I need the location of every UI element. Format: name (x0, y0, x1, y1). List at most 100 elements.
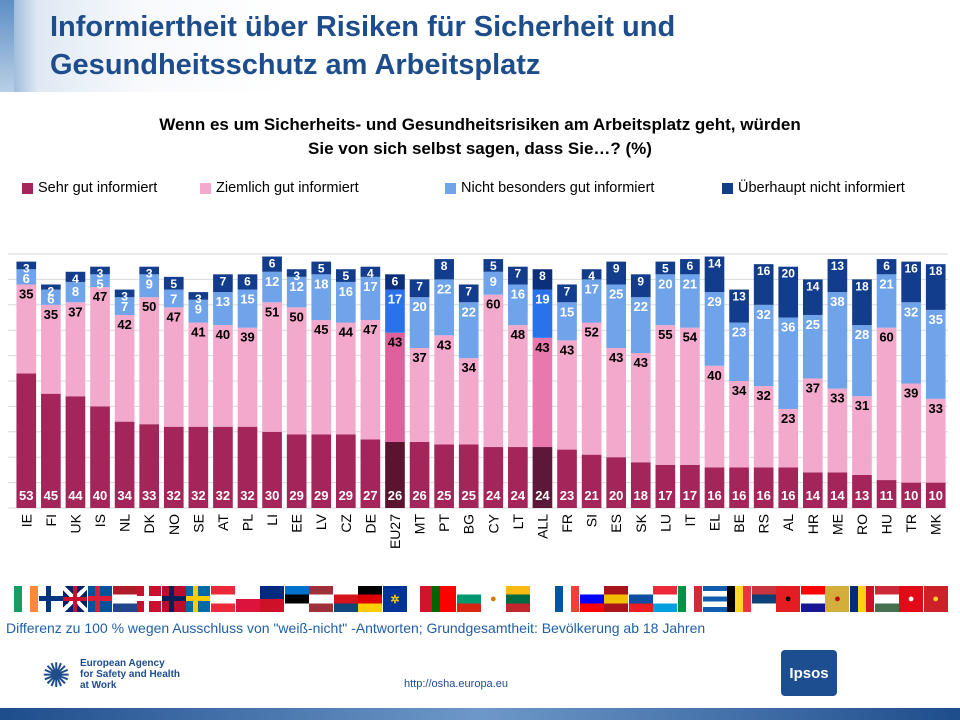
eu-osha-logo-text: European Agency for Safety and Health at… (80, 658, 180, 691)
value-label-seg-nicht-besonders-mk: 35 (928, 312, 942, 327)
value-label-seg-ueberhaupt-nicht-nl: 3 (121, 290, 128, 304)
value-label-seg-sehr-gut-at: 32 (216, 488, 230, 503)
bar-seg-nicht-besonders-sk (630, 297, 651, 354)
bar-seg-sehr-gut-mt (409, 441, 430, 508)
bar-seg-nicht-besonders-uk (65, 281, 86, 303)
bar-seg-ziemlich-gut-si (581, 322, 602, 455)
value-label-seg-sehr-gut-se: 32 (191, 488, 205, 503)
flag-icon-mk: ● (923, 586, 948, 612)
bar-seg-ueberhaupt-nicht-it (680, 259, 700, 275)
bar-seg-sehr-gut-no (163, 426, 184, 508)
value-label-seg-ueberhaupt-nicht-all: 8 (539, 269, 546, 283)
bar-seg-nicht-besonders-ee (286, 276, 307, 308)
category-label-lu: LU (657, 514, 673, 532)
flag-icon-lu (653, 586, 678, 612)
category-label-uk: UK (67, 513, 83, 533)
value-label-seg-nicht-besonders-cy: 9 (490, 274, 497, 289)
bar-seg-ueberhaupt-nicht-uk (65, 271, 86, 282)
bar-seg-nicht-besonders-is (90, 274, 110, 288)
value-label-seg-sehr-gut-dk: 33 (142, 488, 156, 503)
title-bar (0, 0, 960, 92)
value-label-seg-sehr-gut-be: 16 (732, 488, 746, 503)
bar-seg-ueberhaupt-nicht-lv (311, 261, 332, 275)
bar-seg-sehr-gut-me (827, 472, 848, 508)
bar-seg-ziemlich-gut-tr (901, 383, 921, 483)
bar-seg-ueberhaupt-nicht-bg (458, 284, 479, 303)
bar-seg-ziemlich-gut-be (729, 381, 749, 468)
value-label-seg-ziemlich-gut-pl: 39 (240, 330, 254, 345)
bar-seg-sehr-gut-ro (852, 474, 872, 508)
category-label-me: ME (829, 514, 845, 535)
value-label-seg-ueberhaupt-nicht-is: 3 (97, 267, 104, 281)
value-label-seg-nicht-besonders-ie: 6 (23, 271, 30, 286)
bar-seg-ziemlich-gut-cy (483, 294, 504, 448)
bar-seg-ziemlich-gut-el (704, 365, 725, 468)
bar-seg-ziemlich-gut-eu27 (385, 332, 405, 442)
value-label-seg-ziemlich-gut-bg: 34 (461, 360, 476, 375)
bar-seg-sehr-gut-de (360, 439, 381, 508)
category-label-se: SE (190, 514, 206, 533)
value-label-seg-ziemlich-gut-it: 54 (683, 330, 698, 345)
flag-icon-lt (505, 586, 530, 612)
bar-seg-sehr-gut-lu (655, 464, 676, 508)
bar-seg-sehr-gut-hr (802, 472, 823, 508)
value-label-seg-ziemlich-gut-is: 47 (93, 289, 107, 304)
value-label-seg-nicht-besonders-is: 5 (96, 276, 103, 291)
flag-icon-uk (63, 586, 88, 612)
eu-osha-logo: ✺ European Agency for Safety and Health … (42, 654, 182, 700)
value-label-seg-sehr-gut-nl: 34 (117, 488, 132, 503)
bar-seg-ueberhaupt-nicht-tr (901, 261, 921, 303)
title-line-2: Gesundheitsschutz am Arbeitsplatz (50, 49, 541, 81)
bar-seg-ziemlich-gut-es (606, 347, 627, 458)
category-label-lv: LV (313, 513, 329, 530)
value-label-seg-nicht-besonders-it: 21 (683, 276, 697, 291)
question-line-1: Wenn es um Sicherheits- und Gesundheitsr… (159, 115, 801, 134)
value-label-seg-nicht-besonders-hu: 21 (879, 276, 893, 291)
country-flags-row: ✲ ● ● ● ● ● (0, 586, 960, 616)
question-text: Wenn es um Sicherheits- und Gesundheitsr… (40, 113, 920, 161)
category-label-cz: CZ (338, 514, 354, 533)
flag-icon-dk (137, 586, 162, 612)
bar-seg-sehr-gut-el (704, 467, 725, 508)
bar-seg-ueberhaupt-nicht-al (778, 266, 799, 318)
value-label-seg-sehr-gut-me: 14 (830, 488, 845, 503)
value-label-seg-ueberhaupt-nicht-uk: 4 (72, 272, 79, 286)
value-label-seg-nicht-besonders-uk: 8 (72, 284, 79, 299)
flag-icon-hr (800, 586, 825, 612)
osha-url-link[interactable]: http://osha.europa.eu (404, 678, 508, 690)
flag-icon-ie (14, 586, 39, 612)
category-label-no: NO (166, 514, 182, 535)
value-label-seg-sehr-gut-hr: 14 (806, 488, 821, 503)
value-label-seg-sehr-gut-fr: 23 (560, 488, 574, 503)
bar-seg-nicht-besonders-de (360, 276, 381, 321)
bar-seg-nicht-besonders-fr (557, 302, 577, 341)
bar-seg-nicht-besonders-cy (483, 271, 504, 295)
bar-seg-ziemlich-gut-lv (311, 320, 332, 435)
bar-seg-nicht-besonders-no (163, 289, 184, 308)
value-label-seg-ziemlich-gut-ee: 50 (289, 309, 303, 324)
bar-seg-ueberhaupt-nicht-si (581, 269, 602, 280)
value-label-seg-sehr-gut-no: 32 (167, 488, 181, 503)
footnote: Differenz zu 100 % wegen Ausschluss von … (6, 620, 706, 636)
bar-seg-ziemlich-gut-me (827, 388, 848, 473)
value-label-seg-ziemlich-gut-rs: 32 (756, 388, 770, 403)
bar-seg-ziemlich-gut-se (188, 322, 209, 427)
category-label-si: SI (584, 514, 600, 527)
bar-seg-sehr-gut-bg (458, 444, 479, 508)
bar-seg-sehr-gut-lv (311, 434, 332, 508)
flag-icon-sk (628, 586, 653, 612)
bar-seg-sehr-gut-fr (557, 449, 577, 508)
value-label-seg-ziemlich-gut-cy: 60 (486, 297, 500, 312)
bar-seg-ziemlich-gut-is (90, 287, 110, 407)
value-label-seg-sehr-gut-si: 21 (584, 488, 598, 503)
value-label-seg-sehr-gut-pt: 25 (437, 488, 451, 503)
value-label-seg-sehr-gut-lu: 17 (658, 488, 672, 503)
bar-seg-sehr-gut-sk (630, 462, 651, 508)
value-label-seg-ziemlich-gut-pt: 43 (437, 337, 451, 352)
category-label-mk: MK (928, 513, 944, 535)
agency-line-2: for Safety and Health (80, 669, 181, 680)
legend-label-nicht-besonders: Nicht besonders gut informiert (461, 180, 655, 196)
bar-seg-nicht-besonders-dk (139, 274, 160, 298)
value-label-seg-sehr-gut-uk: 44 (68, 488, 83, 503)
category-label-pl: PL (240, 514, 256, 531)
